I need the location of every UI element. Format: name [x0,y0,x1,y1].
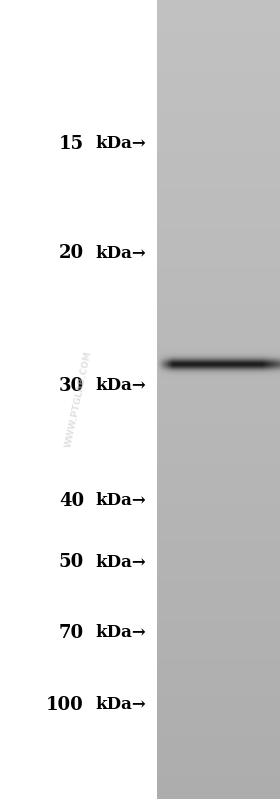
Text: kDa→: kDa→ [95,554,146,571]
Text: kDa→: kDa→ [95,624,146,642]
Text: 40: 40 [59,492,84,510]
Text: 100: 100 [46,696,84,714]
Text: 15: 15 [59,135,84,153]
Text: kDa→: kDa→ [95,377,146,395]
Text: WWW.PTGLAB.COM: WWW.PTGLAB.COM [64,350,93,449]
Text: kDa→: kDa→ [95,244,146,262]
Text: kDa→: kDa→ [95,696,146,714]
Text: 20: 20 [59,244,84,262]
Text: kDa→: kDa→ [95,492,146,510]
Text: 50: 50 [59,554,84,571]
Text: 30: 30 [59,377,84,395]
Text: kDa→: kDa→ [95,135,146,153]
Text: 70: 70 [59,624,84,642]
